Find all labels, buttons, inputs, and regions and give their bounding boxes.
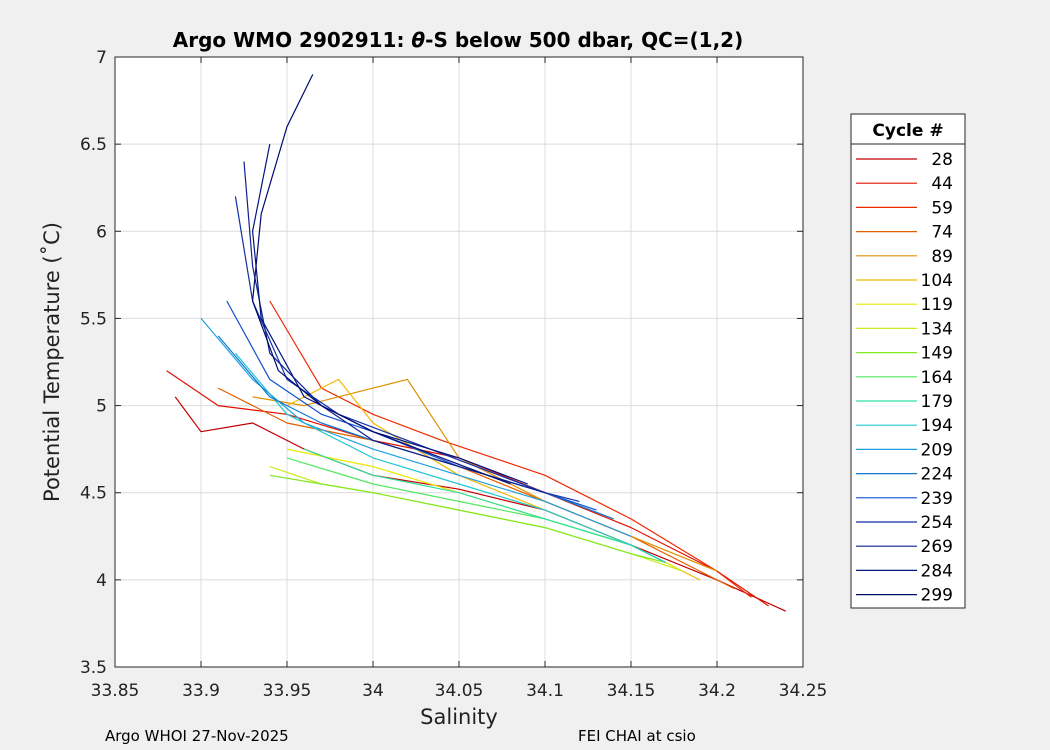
footer-left: Argo WHOI 27-Nov-2025 [105,727,289,745]
series-line-cycle-74 [217,387,735,590]
series-line-cycle-59 [269,300,752,598]
legend-box [850,113,966,609]
legend-label: 119 [921,295,953,315]
series-line-cycle-254 [234,196,580,502]
x-tick-label: 34 [362,681,384,701]
series-line-cycle-299 [252,74,511,485]
legend-label: 209 [921,440,953,460]
x-axis: 33.85 33.9 33.95 34 34.05 34.1 34.15 34.2 34.25 [91,57,828,701]
x-tick-label: 34.15 [607,681,656,701]
legend-label: 239 [921,489,953,509]
x-tick-label: 34.25 [779,681,828,701]
legend-label: 59 [931,198,953,218]
legend-label: 299 [921,586,953,606]
y-tick-label: 6.5 [80,135,107,155]
y-tick-label: 5 [96,397,107,417]
y-tick-label: 3.5 [80,658,107,678]
legend-label: 149 [921,344,953,364]
x-tick-label: 33.85 [91,681,140,701]
legend-label: 44 [931,174,953,194]
legend-label: 104 [921,271,953,291]
legend-label: 284 [921,561,953,581]
series-line-cycle-149 [269,474,666,563]
legend-label: 164 [921,368,953,388]
y-tick-label: 4.5 [80,484,107,504]
y-tick-label: 5.5 [80,309,107,329]
x-tick-label: 34.05 [435,681,484,701]
series-line-cycle-194 [234,352,666,563]
legend-label: 134 [921,319,953,339]
legend-title: Cycle # [872,121,943,141]
series-line-cycle-28 [174,396,787,612]
y-tick-label: 7 [96,48,107,68]
legend-label: 269 [921,537,953,557]
legend-label: 179 [921,392,953,412]
legend-label: 28 [931,150,953,170]
footer-right: FEI CHAI at csio [578,727,696,745]
chart-title: Argo WMO 2902911: θ-S below 500 dbar, QC… [173,28,743,52]
series-layer [166,74,787,612]
legend-label: 74 [931,223,953,243]
series-line-cycle-209 [200,318,632,537]
legend: Cycle # 28445974891041191341491641791942… [850,113,966,609]
x-tick-label: 34.2 [698,681,736,701]
y-axis-label: Potential Temperature (˚C) [40,222,64,502]
legend-label: 89 [931,247,953,267]
x-tick-label: 34.1 [526,681,564,701]
legend-label: 194 [921,416,953,436]
legend-entries: 28 44 59 74 89 104 119 134 149 164 179 194 209 224 239… [856,150,953,606]
legend-label: 224 [921,465,953,485]
y-axis: 3.5 4 4.5 5 5.5 6 6.5 7 [80,48,803,678]
legend-label: 254 [921,513,953,533]
y-tick-label: 4 [96,571,107,591]
x-tick-label: 33.9 [182,681,220,701]
series-line-cycle-284 [252,143,529,485]
y-tick-label: 6 [96,222,107,242]
x-axis-label: Salinity [420,705,498,729]
x-tick-label: 33.95 [263,681,312,701]
